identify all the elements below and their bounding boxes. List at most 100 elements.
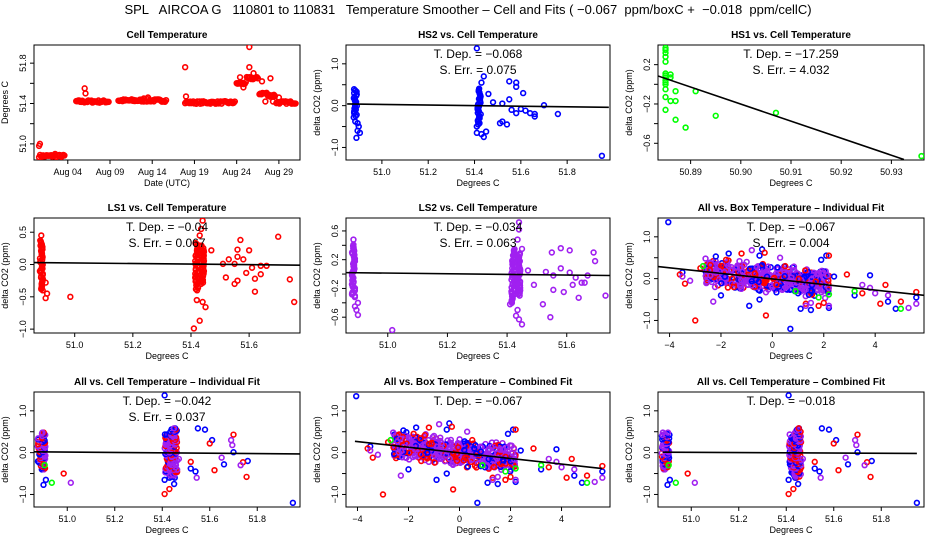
ls1-point: [681, 280, 689, 287]
ls2-point: [817, 474, 824, 481]
x-axis-label: Degrees C: [769, 525, 813, 535]
ls1-point: [274, 233, 282, 240]
all-cloud-point: [718, 280, 725, 287]
y-tick-label: 0.0: [642, 446, 652, 459]
x-tick-label: 51.0: [373, 167, 391, 177]
ls2-point: [578, 279, 585, 286]
hs2-point: [830, 273, 838, 280]
x-tick-label: 51.2: [439, 340, 457, 350]
ls1-point: [830, 440, 837, 447]
all-cloud-point: [431, 459, 438, 466]
all-cloud-point: [786, 281, 794, 288]
cell-temp-point: [267, 75, 274, 82]
ls2-point: [367, 447, 374, 454]
ls1-point: [286, 276, 294, 283]
hs2-point: [474, 499, 481, 507]
x-tick-label: 51.4: [153, 514, 171, 524]
ls2-point: [602, 292, 609, 299]
ls2-point: [710, 298, 717, 305]
ls2-point: [494, 473, 501, 481]
hs2-point: [194, 425, 202, 432]
hs1-point: [662, 46, 669, 54]
fit-annotation: T. Dep. = −0.034: [434, 220, 523, 234]
hs2-point: [353, 392, 360, 400]
ls2-point: [861, 461, 868, 469]
panel-3: HS1 vs. Cell Temperature 50.89 50.90 50.91 5…: [624, 30, 925, 188]
ls2-point: [802, 302, 809, 310]
ls2-point: [512, 476, 519, 484]
ls1-point: [222, 274, 230, 281]
hs2-point: [756, 252, 763, 259]
panel-6: All vs. Box Temperature – Individual Fit…: [624, 203, 925, 361]
hs2-cluster-point: [350, 86, 358, 93]
ls2-point: [463, 428, 471, 435]
ls2-point: [807, 299, 815, 307]
hs2-point: [598, 152, 606, 160]
hs1-point: [672, 87, 679, 95]
cell-temp-point: [162, 96, 170, 104]
hs2-point: [478, 79, 485, 86]
ls2-point: [229, 441, 236, 449]
ls2-point: [353, 306, 360, 314]
all-cloud-point: [437, 434, 444, 441]
hs2-point: [513, 109, 520, 117]
ls2-point: [515, 316, 523, 323]
hs2-point: [787, 325, 794, 333]
ls1-point: [815, 302, 822, 310]
panel-title: LS2 vs. Cell Temperature: [419, 203, 538, 214]
fit-line: [346, 271, 610, 277]
hs1-point: [662, 86, 669, 93]
ls1-point: [825, 252, 833, 259]
ls2-point: [566, 247, 573, 254]
x-tick-label: 51.4: [182, 340, 200, 350]
hs1-point: [662, 58, 669, 65]
hs2-point: [554, 110, 562, 118]
cell-temp-point: [262, 98, 269, 105]
plot-frame: [33, 44, 301, 161]
y-tick-label: 0.0: [18, 258, 28, 271]
hs1-point: [662, 106, 669, 114]
all-cloud-point: [744, 277, 752, 285]
ls1-point: [835, 467, 842, 474]
x-tick-label: 51.2: [419, 167, 437, 177]
hs2-point: [480, 73, 487, 80]
y-tick-label: −1.0: [330, 486, 340, 504]
all-cloud-point: [781, 273, 788, 280]
all-cloud-point: [798, 285, 806, 293]
hs2-point: [473, 123, 481, 130]
ls1-point: [257, 262, 264, 270]
panel-8: All vs. Box Temperature – Combined Fit −4…: [312, 377, 611, 535]
hs2-point: [509, 426, 517, 433]
panel-9: All vs. Cell Temperature – Combined Fit 5…: [624, 377, 925, 535]
ls2-point: [193, 474, 200, 481]
hs2-point: [400, 427, 407, 434]
x-axis-label: Degrees C: [769, 178, 813, 188]
hs2-point: [913, 294, 920, 301]
hs1-point: [815, 294, 822, 301]
y-tick-label: 51.8: [18, 54, 28, 72]
ls1-point: [237, 236, 244, 244]
all-cloud-point: [707, 261, 714, 269]
ls1-point: [583, 472, 591, 479]
ls1-point: [60, 470, 67, 477]
all-cloud-point: [736, 257, 743, 265]
y-tick-label: 0.0: [642, 272, 652, 285]
ls2-point: [599, 474, 606, 481]
x-tick-label: 51.4: [466, 167, 484, 177]
ls2-point: [748, 247, 756, 254]
x-tick-label: 2: [508, 514, 513, 524]
all-cloud-point: [406, 449, 413, 456]
y-tick-label: 1.0: [330, 58, 340, 71]
all-cloud-point: [753, 264, 761, 271]
ls1-point: [263, 262, 270, 270]
hs2-point: [356, 129, 364, 137]
y-tick-label: 1.0: [330, 405, 340, 418]
all-cloud-point: [424, 455, 431, 462]
hs2-point: [540, 102, 548, 109]
x-tick-label: 51.0: [682, 514, 700, 524]
x-axis-label: Degrees C: [456, 178, 500, 188]
ls2-point: [512, 312, 520, 319]
all-cloud-point: [417, 435, 424, 442]
fit-line: [347, 103, 609, 109]
ls1-point: [811, 458, 818, 466]
